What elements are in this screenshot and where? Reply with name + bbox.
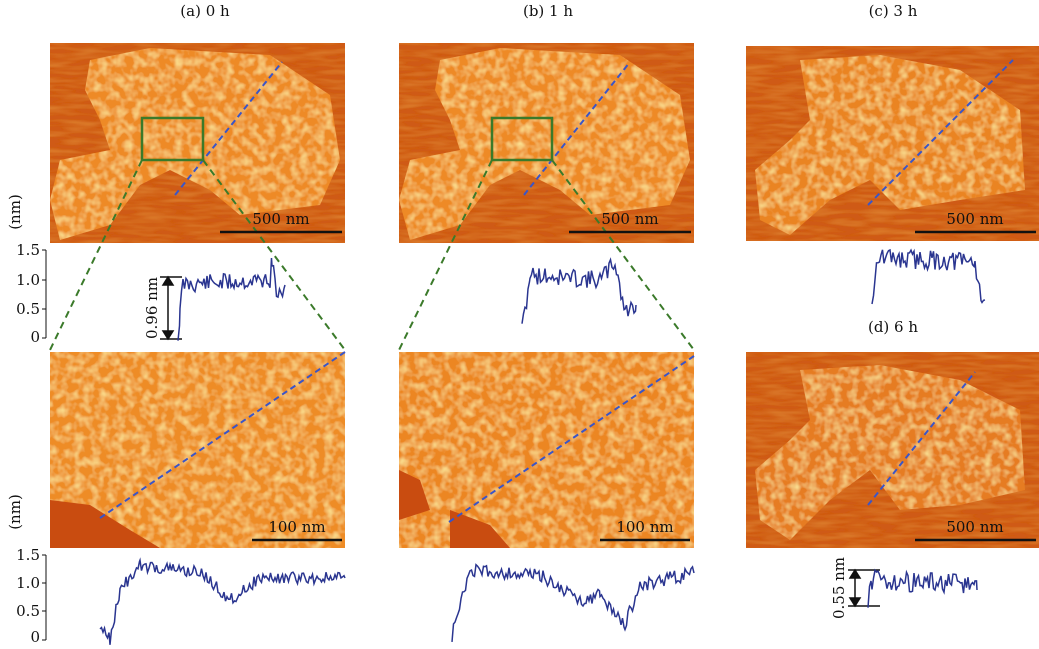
axis-tick-label: 1.5 xyxy=(16,241,40,259)
scale-bar-label: 100 nm xyxy=(616,518,673,536)
afm-image xyxy=(50,43,345,243)
panel-label: (b) 1 h xyxy=(523,2,573,20)
height-profile xyxy=(177,258,286,341)
scale-bar-label: 500 nm xyxy=(252,210,309,228)
panel-label: (a) 0 h xyxy=(180,2,230,20)
afm-image xyxy=(746,46,1039,241)
height-profile xyxy=(871,248,986,305)
height-label: 0.96 nm xyxy=(143,277,161,339)
afm-zoom-image xyxy=(399,352,694,548)
axis xyxy=(42,249,47,641)
scale-bar-label: 500 nm xyxy=(946,518,1003,536)
panel-label: (d) 6 h xyxy=(868,318,918,336)
axis-tick-label: 1.5 xyxy=(16,546,40,564)
scale-bar-label: 500 nm xyxy=(601,210,658,228)
afm-image xyxy=(399,43,694,243)
axis-unit: (nm) xyxy=(6,494,24,530)
panel-label: (c) 3 h xyxy=(869,2,918,20)
axis-tick-label: 1.0 xyxy=(16,574,40,592)
axis-tick-label: 0 xyxy=(30,328,40,346)
height-profile xyxy=(451,563,695,642)
axis-tick-label: 0 xyxy=(30,628,40,645)
axis-tick-label: 0.5 xyxy=(16,300,40,318)
scale-bar-label: 100 nm xyxy=(268,518,325,536)
axis-tick-label: 1.0 xyxy=(16,271,40,289)
scale-bar xyxy=(220,230,1036,542)
scale-bar-label: 500 nm xyxy=(946,210,1003,228)
height-profiles xyxy=(99,248,986,645)
axis-unit: (nm) xyxy=(6,194,24,230)
height-profile xyxy=(521,257,637,324)
afm-image xyxy=(746,352,1039,548)
afm-zoom-image xyxy=(50,352,345,548)
axis-tick-label: 0.5 xyxy=(16,602,40,620)
profile-line xyxy=(99,59,1014,523)
height-label: 0.55 nm xyxy=(830,557,848,619)
height-arrow xyxy=(160,275,880,608)
height-profile xyxy=(867,568,978,608)
zoom-box xyxy=(49,116,695,351)
height-profile xyxy=(99,557,346,645)
